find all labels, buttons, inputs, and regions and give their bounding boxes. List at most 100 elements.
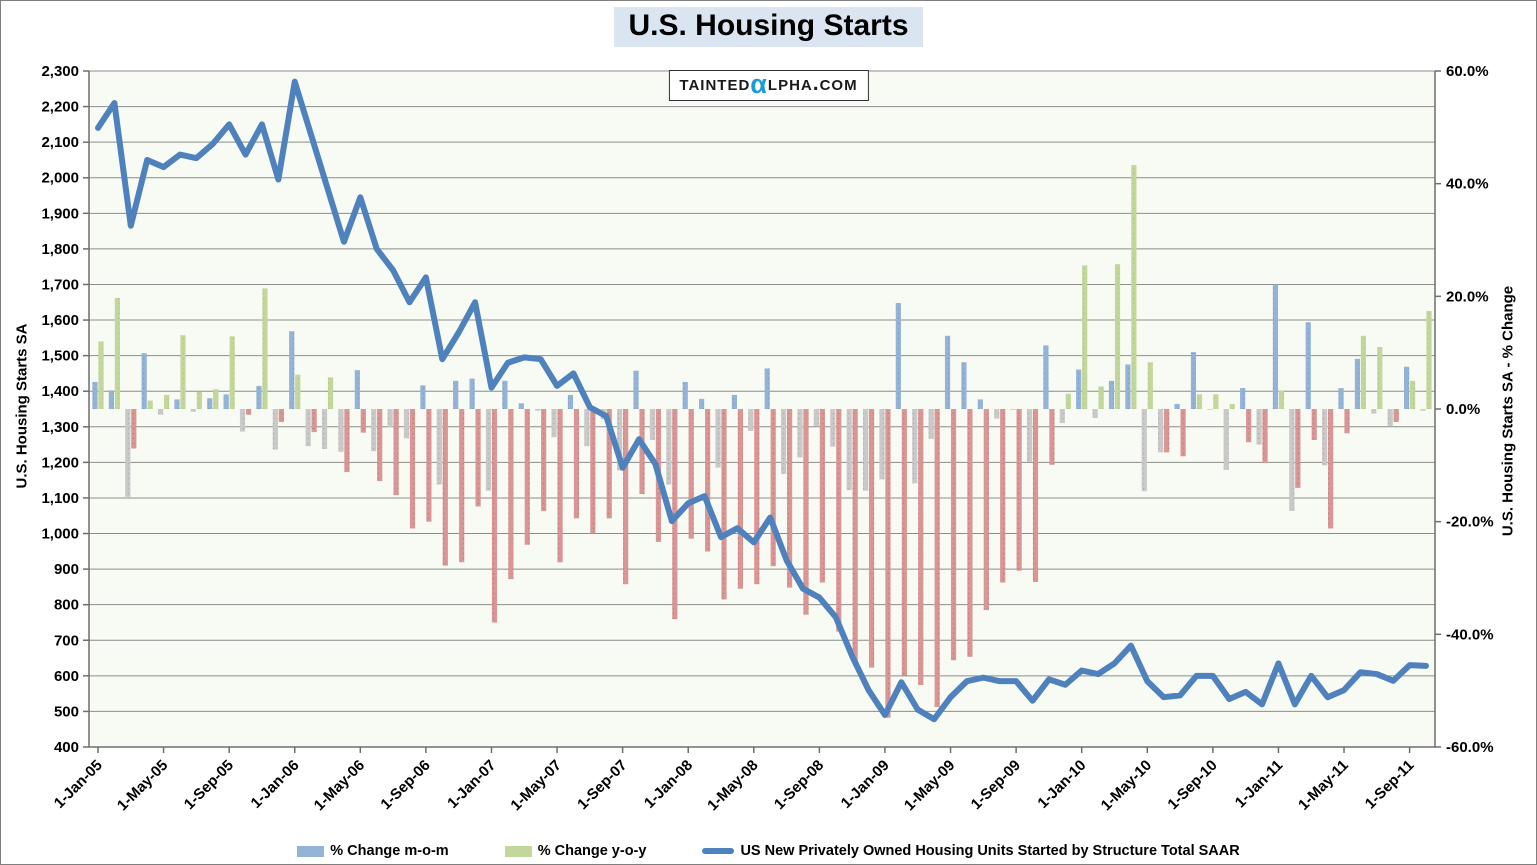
axis-tick-label: 700 bbox=[54, 632, 79, 649]
axis-tick-label: 1-May-10 bbox=[1098, 757, 1155, 814]
axis-tick-label: 1-Jan-07 bbox=[444, 757, 499, 812]
axis-tick-label: 1,800 bbox=[41, 241, 79, 258]
bar-mom bbox=[715, 409, 721, 468]
bar-mom bbox=[321, 409, 328, 449]
bar-yoy bbox=[1393, 409, 1399, 422]
bar-yoy bbox=[1344, 409, 1350, 434]
bar-yoy bbox=[1082, 265, 1088, 409]
bar-mom bbox=[305, 409, 311, 447]
bar-mom bbox=[1190, 352, 1197, 409]
bar-mom bbox=[1338, 388, 1344, 409]
bar-yoy bbox=[1049, 409, 1055, 465]
bar-yoy bbox=[918, 409, 924, 686]
bar-yoy bbox=[901, 409, 907, 676]
bar-mom bbox=[141, 353, 147, 409]
axis-tick-label: 1-May-11 bbox=[1295, 757, 1352, 814]
axis-tick-label: 1-Sep-05 bbox=[181, 757, 237, 813]
bar-yoy bbox=[1377, 347, 1383, 409]
bar-mom bbox=[174, 399, 180, 409]
bar-yoy bbox=[98, 341, 104, 409]
brand-logo-part2: lpha.com bbox=[767, 72, 858, 95]
bar-yoy bbox=[377, 409, 383, 482]
bar-mom bbox=[272, 409, 278, 450]
bar-yoy bbox=[1147, 362, 1153, 409]
bar-mom bbox=[1289, 409, 1295, 511]
bar-yoy bbox=[508, 409, 514, 580]
bar-yoy bbox=[491, 409, 498, 623]
bar-yoy bbox=[934, 409, 940, 708]
title-row: U.S. Housing Starts bbox=[1, 7, 1536, 47]
bar-yoy bbox=[1196, 394, 1203, 409]
axis-tick-label: 1-Jan-05 bbox=[51, 757, 106, 812]
brand-logo: Taintedαlpha.com bbox=[668, 70, 869, 101]
bar-mom bbox=[649, 409, 656, 440]
bar-mom bbox=[944, 335, 951, 409]
bar-mom bbox=[994, 409, 1000, 419]
bar-mom bbox=[207, 398, 213, 409]
bar-mom bbox=[239, 409, 246, 432]
bar-mom bbox=[1305, 322, 1311, 409]
bar-yoy bbox=[606, 409, 612, 519]
bar-yoy bbox=[639, 409, 645, 495]
bar-yoy bbox=[836, 409, 842, 632]
bar-mom bbox=[862, 409, 869, 491]
bar-yoy bbox=[459, 409, 465, 563]
legend-bar-swatch bbox=[297, 845, 325, 857]
axis-tick-label: 2,200 bbox=[41, 99, 79, 116]
axis-tick-label: 1-Jan-06 bbox=[248, 757, 303, 812]
legend-item: US New Privately Owned Housing Units Sta… bbox=[702, 843, 1240, 859]
bar-yoy bbox=[295, 374, 301, 409]
legend-item: % Change y-o-y bbox=[504, 843, 646, 859]
bar-yoy bbox=[114, 298, 120, 409]
axis-tick-label: 2,000 bbox=[41, 170, 79, 187]
bar-mom bbox=[1371, 409, 1377, 414]
bar-yoy bbox=[1295, 409, 1301, 488]
bar-yoy bbox=[868, 409, 875, 668]
bar-yoy bbox=[1213, 394, 1219, 409]
bar-mom bbox=[846, 409, 852, 491]
bar-yoy bbox=[737, 409, 744, 589]
axis-tick-label: 2,300 bbox=[41, 63, 79, 80]
axis-tick-label: 1-May-06 bbox=[311, 757, 368, 814]
bar-yoy bbox=[1426, 310, 1432, 409]
axis-tick-label: -40.0% bbox=[1446, 626, 1494, 643]
bar-mom bbox=[1043, 345, 1049, 409]
axis-tick-label: 800 bbox=[54, 597, 79, 614]
axis-tick-label: 1-May-05 bbox=[114, 757, 171, 814]
axis-tick-label: 0.0% bbox=[1446, 401, 1480, 418]
axis-tick-label: 1-Sep-07 bbox=[574, 757, 630, 813]
bar-yoy bbox=[327, 377, 334, 409]
bar-mom bbox=[387, 409, 393, 428]
bar-yoy bbox=[1262, 409, 1268, 464]
bar-yoy bbox=[475, 409, 481, 507]
bars-yoy bbox=[98, 165, 1432, 718]
bar-mom bbox=[584, 409, 590, 447]
bar-mom bbox=[1354, 358, 1361, 409]
bar-mom bbox=[1223, 409, 1229, 470]
bar-mom bbox=[1158, 409, 1164, 453]
bar-mom bbox=[1092, 409, 1098, 419]
bar-yoy bbox=[1114, 264, 1121, 409]
bar-mom bbox=[682, 381, 688, 409]
bar-mom bbox=[1207, 409, 1213, 410]
bar-mom bbox=[289, 331, 295, 409]
bar-mom bbox=[1010, 409, 1016, 410]
bar-mom bbox=[256, 385, 262, 409]
bar-mom bbox=[977, 399, 983, 409]
bar-yoy bbox=[852, 409, 858, 664]
bar-yoy bbox=[705, 409, 711, 552]
bar-yoy bbox=[393, 409, 399, 496]
axis-tick-label: 1,300 bbox=[41, 419, 79, 436]
bar-mom bbox=[354, 370, 360, 409]
bar-yoy bbox=[245, 409, 252, 415]
right-axis-title: U.S. Housing Starts SA - % Change bbox=[1499, 285, 1517, 537]
bar-mom bbox=[92, 381, 98, 409]
bar-yoy bbox=[721, 409, 727, 600]
axis-tick-label: 1-Jan-10 bbox=[1034, 757, 1089, 812]
axis-tick-label: 1-Sep-06 bbox=[377, 757, 433, 813]
bar-yoy bbox=[1246, 409, 1252, 443]
bar-yoy bbox=[950, 409, 957, 661]
axis-tick-label: 600 bbox=[54, 668, 79, 685]
left-axis-title: U.S. Housing Starts SA bbox=[13, 323, 31, 489]
legend-bar-swatch bbox=[504, 845, 532, 857]
